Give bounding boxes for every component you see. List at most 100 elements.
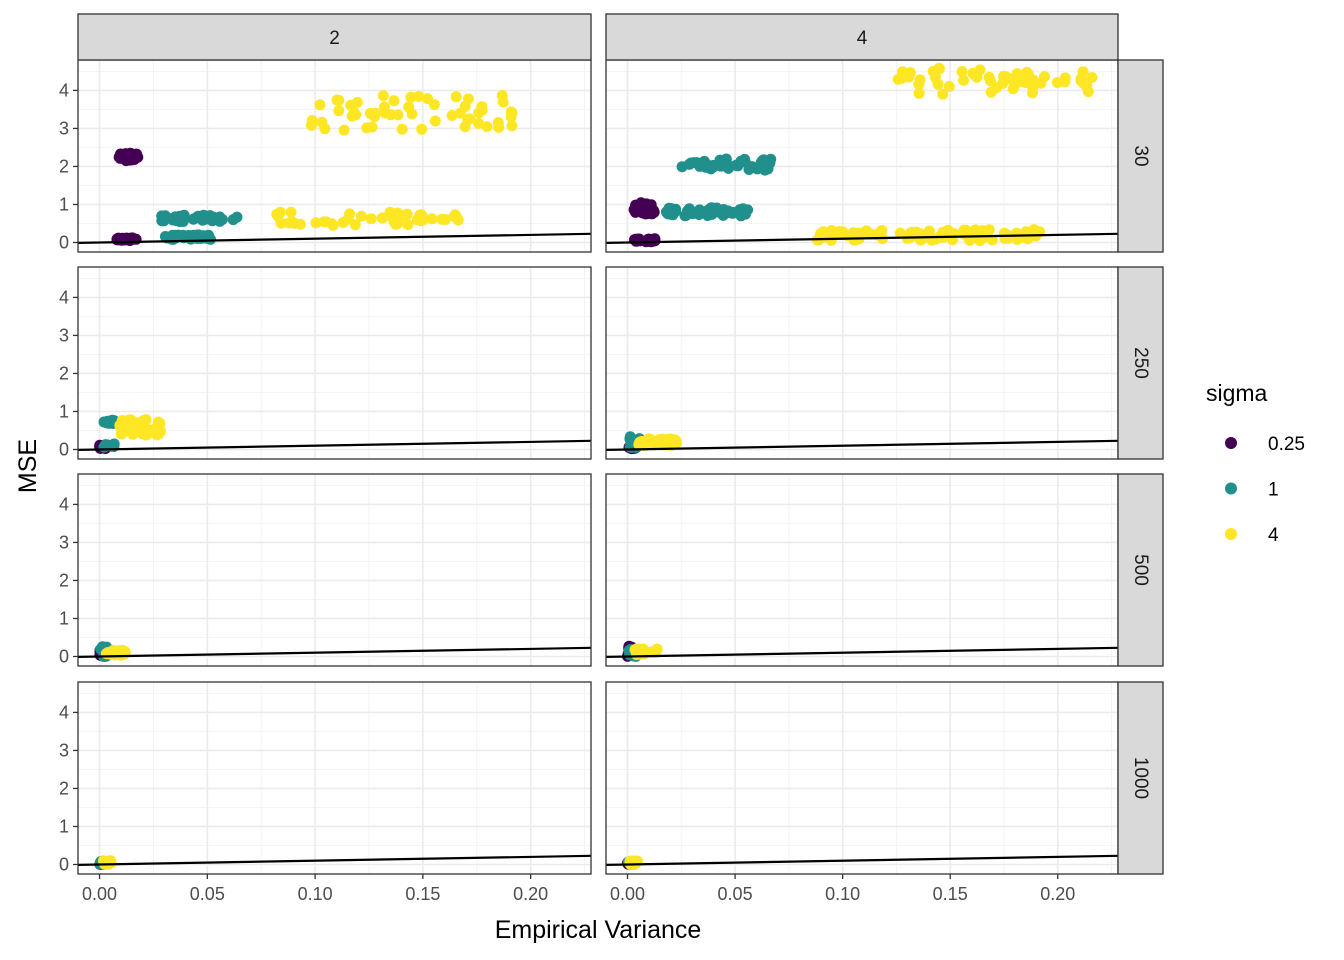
data-point xyxy=(361,122,373,134)
panel-frame xyxy=(77,681,592,875)
data-point xyxy=(271,208,283,220)
data-point xyxy=(338,124,350,136)
data-point xyxy=(641,235,653,246)
data-point xyxy=(505,106,517,118)
y-tick-label: 0 xyxy=(59,232,69,252)
data-point xyxy=(1035,77,1047,89)
data-point xyxy=(635,199,647,211)
y-tick-label: 4 xyxy=(59,494,69,514)
data-point xyxy=(294,218,306,230)
data-point xyxy=(459,100,471,112)
data-point xyxy=(459,121,471,133)
data-point xyxy=(1011,68,1023,80)
data-point xyxy=(937,88,949,100)
data-point xyxy=(636,435,648,447)
data-point xyxy=(661,207,673,219)
axes-layer: 0 1 2 3 4 0 1 2 3 4 0 1 2 3 4 0 1 2 3 4 0.00 0.05 0.10 0.15 0.20… xyxy=(59,80,1075,904)
data-point xyxy=(413,91,425,102)
data-point xyxy=(473,118,485,129)
data-point xyxy=(685,205,697,217)
data-point xyxy=(159,212,171,224)
data-point xyxy=(111,234,123,246)
panel-frame xyxy=(77,473,592,667)
row-strip xyxy=(1117,266,1164,460)
data-point xyxy=(429,115,441,127)
data-point xyxy=(969,224,981,236)
data-point xyxy=(116,415,128,426)
panel-frame xyxy=(77,266,592,460)
x-tick-label: 0.00 xyxy=(82,884,117,904)
row-strip-label: 1000 xyxy=(1130,757,1151,799)
data-point xyxy=(1075,73,1087,85)
reference-line xyxy=(77,232,592,244)
data-point xyxy=(648,204,659,216)
column-strip-label: 4 xyxy=(857,28,868,49)
data-point xyxy=(730,159,742,171)
data-point xyxy=(208,212,220,223)
x-tick-label: 0.15 xyxy=(933,884,968,904)
data-point xyxy=(349,219,361,231)
points-layer xyxy=(94,62,1098,870)
legend-key-4 xyxy=(1225,528,1237,540)
x-tick-label: 0.20 xyxy=(513,884,548,904)
data-point xyxy=(365,213,377,225)
data-point xyxy=(286,216,298,228)
y-tick-label: 0 xyxy=(59,646,69,666)
data-point xyxy=(116,644,128,656)
data-point xyxy=(914,74,926,86)
data-point xyxy=(385,109,397,121)
legend-key-0-25 xyxy=(1225,437,1237,449)
y-tick-label: 2 xyxy=(59,363,69,383)
data-point xyxy=(958,74,970,86)
data-point xyxy=(364,107,376,119)
data-point xyxy=(825,234,837,246)
data-point xyxy=(388,95,400,107)
data-point xyxy=(685,157,697,169)
data-point xyxy=(850,234,862,246)
data-point xyxy=(927,65,939,77)
data-point xyxy=(506,120,518,132)
panel-frames-layer xyxy=(77,59,1119,875)
data-point xyxy=(187,213,199,225)
y-tick-label: 1 xyxy=(59,816,69,836)
data-point xyxy=(452,214,464,226)
data-point xyxy=(999,227,1010,239)
data-point xyxy=(1021,66,1033,78)
data-point xyxy=(913,87,925,99)
data-point xyxy=(120,155,132,167)
data-point xyxy=(344,208,356,220)
column-strip xyxy=(77,13,592,61)
data-point xyxy=(624,431,636,443)
x-tick-label: 0.05 xyxy=(718,884,753,904)
data-point xyxy=(227,214,239,226)
reference-lines-layer xyxy=(77,232,1119,866)
data-point xyxy=(670,435,682,447)
data-point xyxy=(738,155,750,167)
data-point xyxy=(956,66,968,77)
data-point xyxy=(402,219,414,231)
data-point xyxy=(390,218,402,230)
data-point xyxy=(481,121,493,133)
x-tick-label: 0.10 xyxy=(298,884,333,904)
y-tick-label: 3 xyxy=(59,740,69,760)
data-point xyxy=(333,105,345,117)
facet-strips-layer: 2 4 30 250 500 1000 xyxy=(77,13,1164,875)
data-point xyxy=(285,206,297,218)
row-strip-label: 500 xyxy=(1130,554,1151,586)
x-tick-label: 0.00 xyxy=(610,884,645,904)
data-point xyxy=(403,101,415,113)
legend-label-4: 4 xyxy=(1268,525,1279,546)
data-point xyxy=(1027,82,1039,94)
data-point xyxy=(967,67,979,79)
data-point xyxy=(860,225,872,237)
data-point xyxy=(648,438,660,450)
reference-line xyxy=(77,854,592,866)
y-tick-label: 0 xyxy=(59,439,69,459)
data-point xyxy=(396,123,408,135)
y-tick-label: 0 xyxy=(59,854,69,874)
x-tick-label: 0.20 xyxy=(1040,884,1075,904)
data-point xyxy=(694,158,706,170)
data-point xyxy=(932,78,944,90)
data-point xyxy=(318,216,330,228)
